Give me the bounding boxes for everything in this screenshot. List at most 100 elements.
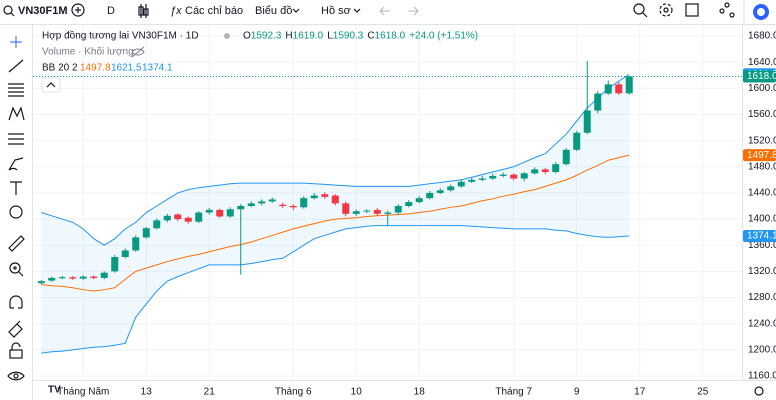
bb-lower [41, 225, 630, 354]
screener-icon[interactable] [633, 3, 645, 15]
y-tick-label: 1200.0 [748, 344, 776, 355]
brush-tool[interactable] [8, 157, 24, 171]
y-tick-label: 1320.0 [748, 266, 776, 277]
candle-body [69, 277, 77, 279]
lock-tool [11, 342, 21, 350]
chevron [292, 8, 300, 13]
y-tick-label: 1280.0 [748, 292, 776, 303]
magnet-tool[interactable] [9, 295, 23, 309]
candle-body [79, 276, 87, 279]
settings-icon[interactable] [659, 3, 673, 17]
candle-body [216, 209, 224, 217]
candle-body [279, 204, 287, 206]
share-icon [719, 8, 725, 14]
ohlc-key: H [285, 31, 292, 42]
plot [33, 25, 742, 380]
chart-menu[interactable]: Biểu đồ [255, 5, 292, 17]
collapse-icon [46, 82, 56, 88]
candle-body [426, 192, 434, 199]
ohlc-value: +24.0 (+1.51%) [409, 31, 478, 42]
ohlc-value: 1590.3 [333, 31, 364, 42]
indicators[interactable]: Các chỉ báo [185, 5, 243, 17]
lock-tool[interactable] [9, 349, 23, 359]
candle-body [457, 181, 465, 187]
candle-body [132, 237, 140, 251]
candle-body [541, 169, 549, 172]
trendline-tool[interactable] [8, 59, 24, 73]
candle-body [447, 186, 455, 191]
settings-icon [663, 7, 669, 13]
price-label-bg [743, 230, 776, 243]
axis-settings[interactable] [754, 386, 764, 396]
crosshair-tool[interactable] [10, 36, 22, 48]
x-tick-label: 9 [574, 387, 580, 398]
forecast-tool[interactable] [8, 133, 24, 145]
search-icon[interactable] [3, 5, 13, 15]
candle-body [436, 190, 444, 193]
candle-body [394, 206, 402, 213]
price-label-bg [743, 70, 776, 83]
zoom-tool[interactable] [9, 262, 21, 274]
profile-menu[interactable]: Hồ sơ [321, 5, 351, 17]
candle-body [300, 198, 308, 208]
candle-body [205, 209, 213, 213]
logo [757, 8, 765, 16]
ohlc-value: 1618.0 [375, 31, 406, 42]
text-tool[interactable] [10, 181, 22, 195]
candle-body [604, 84, 612, 94]
redo[interactable] [408, 6, 419, 16]
candle-body [331, 195, 339, 204]
fx-icon: ƒx [170, 5, 182, 17]
hide-icon[interactable] [131, 46, 145, 58]
candle-body [405, 202, 413, 206]
add-symbol [75, 7, 81, 13]
price-label: 1374.1 [747, 231, 776, 242]
y-tick-label: 1600.0 [748, 83, 776, 94]
candle-body [247, 203, 255, 206]
fullscreen-icon[interactable] [685, 3, 699, 17]
y-tick-label: 1520.0 [748, 135, 776, 146]
candle-body [478, 178, 486, 180]
undo[interactable] [379, 6, 390, 16]
price-label: 1618.0 [747, 71, 776, 82]
candle-body [90, 276, 98, 278]
candle-body [342, 203, 350, 214]
candle-body [594, 93, 602, 111]
x-tick-label: Tháng 7 [495, 387, 532, 398]
candle-body [373, 209, 381, 214]
ohlc-key: L [327, 31, 333, 42]
x-tick-label: 18 [414, 387, 426, 398]
ohlc-key: C [367, 31, 374, 42]
interval[interactable]: D [107, 5, 115, 17]
search-icon [10, 12, 15, 17]
top-toolbar: VN30F1M D ƒx Các chỉ báo Biểu đồ Hồ sơ [0, 0, 776, 25]
candle-body [499, 174, 507, 176]
ruler-tool[interactable] [8, 235, 25, 252]
x-tick-label: 21 [204, 387, 216, 398]
x-tick-label: 13 [141, 387, 153, 398]
candle-body [174, 214, 182, 220]
y-tick-label: 1400.0 [748, 214, 776, 225]
y-tick-label: 1360.0 [748, 240, 776, 251]
tv-logo: TV [48, 385, 61, 396]
candle-body [468, 179, 476, 182]
fib-tool[interactable] [8, 83, 24, 97]
candle-body [310, 195, 318, 199]
add-symbol[interactable] [71, 3, 85, 17]
share-icon[interactable] [724, 2, 730, 8]
collapse-button[interactable] [41, 77, 61, 93]
symbol[interactable]: VN30F1M [18, 5, 68, 17]
zoom-tool [13, 266, 24, 277]
emoji-tool[interactable] [9, 205, 23, 219]
y-tick-label: 1560.0 [748, 109, 776, 120]
pattern-tool[interactable] [8, 106, 25, 121]
candle-body [153, 220, 161, 229]
visibility-tool[interactable] [7, 371, 25, 381]
bb-upper-value: 1621.5 [111, 63, 142, 74]
lock-drawing-tool[interactable] [8, 320, 23, 338]
candle-body [195, 212, 203, 222]
chart-type[interactable] [138, 4, 149, 18]
candle-body [184, 217, 192, 222]
bb-basis-value: 1497.8 [80, 63, 111, 74]
